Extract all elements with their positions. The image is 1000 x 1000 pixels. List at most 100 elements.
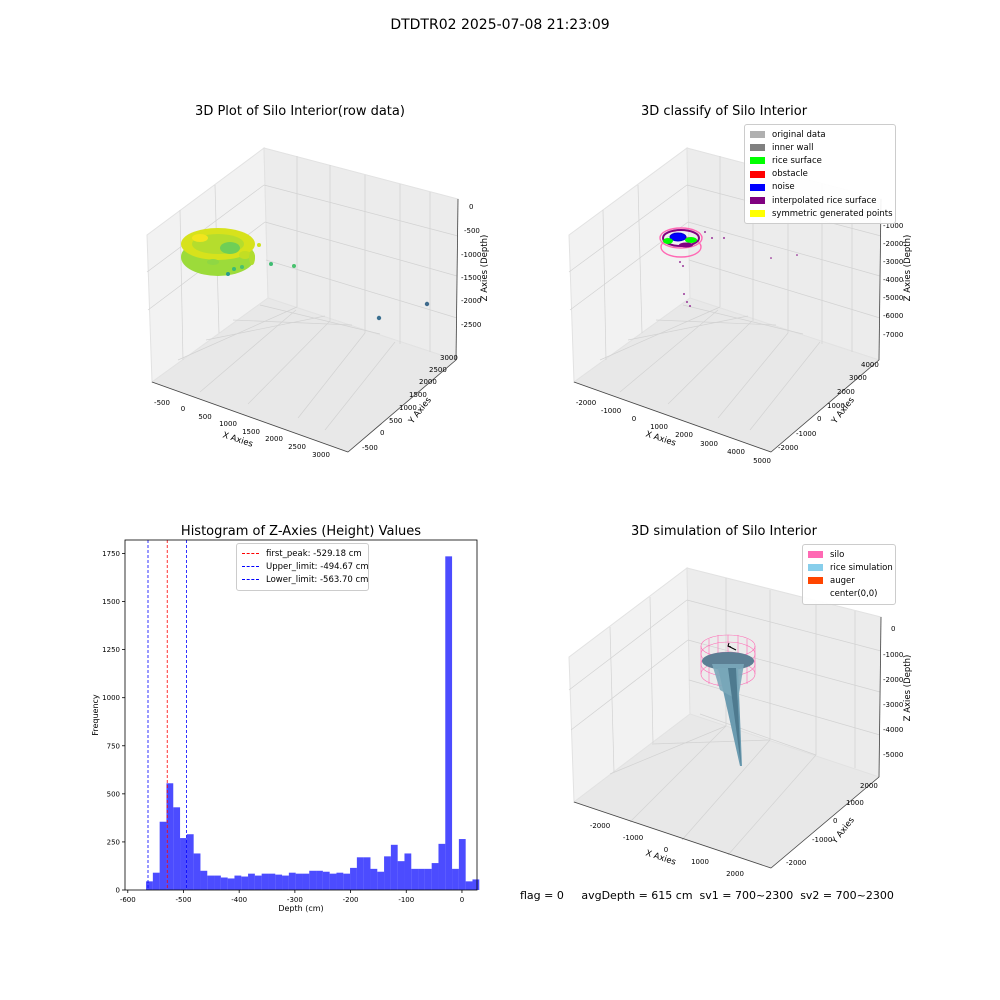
legend-line (242, 579, 259, 581)
histogram-bar (159, 821, 167, 890)
histogram-bar (445, 556, 453, 890)
p2-y-tick: 1000 (827, 402, 845, 410)
histogram-x-tick-label: -600 (120, 896, 136, 904)
histogram-bar (472, 879, 480, 890)
histogram-x-tick-label: 0 (460, 896, 464, 904)
histogram-y-tick-label: 1000 (102, 694, 120, 702)
legend-swatch (808, 577, 823, 585)
histogram-legend-item: first_peak: -529.18 cm (242, 547, 363, 560)
legend-swatch (750, 197, 765, 205)
p2-x-tick: 5000 (753, 457, 771, 465)
histogram-y-tick-label: 750 (107, 742, 120, 750)
p4-y-tick: 1000 (846, 799, 864, 807)
legend-label: symmetric generated points (772, 208, 893, 219)
legend-label: silo (830, 549, 845, 560)
histogram-x-label: Depth (cm) (278, 904, 323, 913)
histogram-bar (343, 873, 351, 890)
histogram-bar (465, 881, 473, 890)
p4-legend-item: center(0,0) (808, 588, 890, 601)
legend-label: rice simulation (830, 562, 893, 573)
histogram-bar (166, 783, 174, 890)
histogram-bar (302, 873, 310, 890)
p1-y-tick: 1500 (409, 391, 427, 399)
p1-x-tick: 3000 (312, 451, 330, 459)
p4-x-tick: -2000 (590, 822, 610, 830)
p1-x-tick: 0 (181, 405, 185, 413)
p1-z-tick: -1000 (461, 251, 481, 259)
panel4-title: 3D simulation of Silo Interior (631, 524, 817, 539)
panel2-3d-axes: -2000 -1000 0 1000 2000 3000 4000 5000 -… (568, 147, 913, 465)
legend-label: Upper_limit: -494.67 cm (266, 561, 369, 572)
histogram-bar (363, 857, 371, 890)
p2-legend-item: symmetric generated points (750, 207, 893, 220)
p2-z-tick: -2000 (883, 240, 903, 248)
histogram-bar (404, 853, 412, 890)
panel1-title: 3D Plot of Silo Interior(row data) (195, 104, 405, 119)
p4-z-tick: -5000 (883, 751, 903, 759)
p2-y-tick: -1000 (796, 430, 816, 438)
histogram-x-tick-label: -500 (176, 896, 192, 904)
histogram-x-tick-label: -400 (231, 896, 247, 904)
p2-y-label: Y Axies (829, 395, 857, 427)
p2-x-label: X Axies (644, 429, 677, 448)
histogram-bar (288, 872, 296, 890)
legend-line (242, 553, 259, 555)
legend-swatch (750, 144, 765, 152)
legend-label: rice surface (772, 155, 822, 166)
p2-z-label: Z Axies (Depth) (903, 235, 913, 302)
p2-x-tick: 1000 (650, 423, 668, 431)
p1-z-tick: 0 (469, 203, 473, 211)
p1-z-label: Z Axies (Depth) (480, 235, 490, 302)
p2-x-tick: 2000 (675, 431, 693, 439)
p4-x-tick: 2000 (726, 870, 744, 878)
p1-x-tick: 1000 (219, 420, 237, 428)
histogram-bar (431, 863, 439, 890)
p2-y-tick: 3000 (849, 374, 867, 382)
p4-rice-simulation-surface (702, 652, 754, 766)
p4-y-tick: 2000 (860, 782, 878, 790)
p4-y-tick: -2000 (786, 859, 806, 867)
histogram-bar (268, 873, 276, 890)
legend-swatch (808, 590, 823, 598)
p2-x-tick: -2000 (576, 399, 596, 407)
p4-legend-item: auger (808, 574, 890, 587)
legend-label: inner wall (772, 142, 814, 153)
histogram-bar (458, 839, 466, 890)
histogram-bar (370, 868, 378, 890)
histogram-bar (241, 876, 249, 890)
p4-z-tick: -2000 (883, 676, 903, 684)
p1-z-tick: -1500 (461, 274, 481, 282)
histogram-bar (356, 857, 364, 890)
panel4-3d-axes: -2000 -1000 0 1000 2000 -2000 -1000 0 10… (568, 567, 913, 878)
histogram-bar (193, 853, 201, 890)
p4-x-tick: 0 (664, 846, 668, 854)
legend-swatch (808, 564, 823, 572)
legend-label: auger (830, 575, 855, 586)
histogram-bar (438, 843, 446, 890)
histogram-bar (261, 873, 269, 890)
histogram-bar (411, 868, 419, 890)
histogram-legend: first_peak: -529.18 cm Upper_limit: -494… (236, 543, 369, 591)
p1-y-tick: 0 (380, 429, 384, 437)
p1-y-tick: 2000 (419, 378, 437, 386)
histogram-bar (424, 868, 432, 890)
histogram-bar (173, 807, 181, 890)
p1-y-tick: 500 (389, 417, 402, 425)
histogram-legend-item: Upper_limit: -494.67 cm (242, 560, 369, 573)
panel1-3d-axes: -500 0 500 1000 1500 2000 2500 3000 -500… (146, 147, 490, 459)
histogram-bar (282, 875, 289, 890)
p2-y-tick: 0 (817, 415, 821, 423)
histogram-bar (186, 834, 194, 890)
histogram-bar (234, 875, 242, 890)
legend-label: interpolated rice surface (772, 195, 877, 206)
p1-y-tick: 3000 (440, 354, 458, 362)
p4-z-tick: -3000 (883, 701, 903, 709)
p2-legend-item: original data (750, 128, 890, 141)
p2-z-tick: -7000 (883, 331, 903, 339)
p1-silo-pointcloud (181, 228, 255, 276)
histogram-bar (200, 870, 208, 890)
p2-x-tick: 4000 (727, 448, 745, 456)
histogram-legend-item: Lower_limit: -563.70 cm (242, 573, 368, 586)
p2-legend-item: obstacle (750, 168, 890, 181)
histogram-y-tick-label: 1250 (102, 646, 120, 654)
